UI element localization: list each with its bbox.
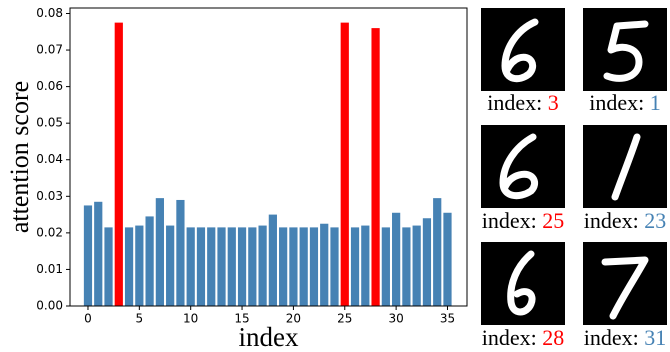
image-caption: index: 25 xyxy=(482,208,565,233)
y-tick-label: 0.00 xyxy=(36,299,63,313)
bar xyxy=(279,227,287,306)
bar xyxy=(351,227,359,306)
bar xyxy=(84,205,92,306)
y-tick-label: 0.03 xyxy=(36,189,63,203)
bar xyxy=(156,198,164,306)
bar xyxy=(207,227,215,306)
digit-image xyxy=(583,125,667,208)
bar xyxy=(300,227,308,306)
bar xyxy=(217,227,225,306)
bar xyxy=(238,227,246,306)
y-tick-label: 0.06 xyxy=(36,79,63,93)
y-tick-label: 0.02 xyxy=(36,225,63,239)
x-tick-label: 35 xyxy=(440,312,455,326)
image-panels xyxy=(481,8,667,325)
y-tick-label: 0.07 xyxy=(36,43,63,57)
bar xyxy=(115,23,123,306)
bar xyxy=(371,28,379,306)
x-tick-label: 0 xyxy=(84,312,92,326)
bar xyxy=(258,226,266,306)
bar xyxy=(443,213,451,306)
bar xyxy=(248,227,256,306)
caption-index: 3 xyxy=(548,90,559,115)
caption-index: 23 xyxy=(644,208,666,233)
bar xyxy=(392,213,400,306)
digit-image xyxy=(481,125,565,208)
bar xyxy=(176,200,184,306)
bar xyxy=(310,227,318,306)
caption-index: 25 xyxy=(542,208,564,233)
y-tick-label: 0.01 xyxy=(36,262,63,276)
bar xyxy=(433,198,441,306)
digit-image xyxy=(583,242,667,325)
bar xyxy=(382,227,390,306)
image-caption: index: 31 xyxy=(584,325,667,350)
x-axis-label: index xyxy=(239,322,299,352)
bar xyxy=(402,227,410,306)
bar xyxy=(94,202,102,306)
caption-label: index: xyxy=(584,208,639,233)
bar xyxy=(197,227,205,306)
image-caption: index: 1 xyxy=(589,90,661,115)
caption-label: index: xyxy=(482,208,537,233)
caption-label: index: xyxy=(482,325,537,350)
y-tick-label: 0.04 xyxy=(36,152,63,166)
x-tick-label: 10 xyxy=(183,312,198,326)
bar xyxy=(228,227,236,306)
bar xyxy=(187,227,195,306)
caption-index: 1 xyxy=(650,90,661,115)
bar xyxy=(320,224,328,306)
caption-index: 31 xyxy=(644,325,666,350)
x-tick-label: 5 xyxy=(136,312,144,326)
bar xyxy=(104,227,112,306)
bar xyxy=(330,227,338,306)
caption-index: 28 xyxy=(542,325,564,350)
bar xyxy=(125,227,133,306)
bar xyxy=(341,23,349,306)
y-tick-label: 0.08 xyxy=(36,6,63,20)
figure: 0.00 0.01 0.02 0.03 0.04 0.05 0.06 0.07 0.08 0 5 10… xyxy=(0,0,670,352)
caption-label: index: xyxy=(487,90,542,115)
image-caption: index: 28 xyxy=(482,325,565,350)
digit-image xyxy=(481,242,565,325)
y-axis-label: attention score xyxy=(5,81,34,233)
bar xyxy=(289,227,297,306)
bar xyxy=(166,226,174,306)
bar xyxy=(145,216,153,306)
digit-image xyxy=(583,8,667,91)
y-tick-label: 0.05 xyxy=(36,116,63,130)
bar xyxy=(413,226,421,306)
image-caption: index: 3 xyxy=(487,90,559,115)
digit-image xyxy=(481,8,565,91)
image-caption: index: 23 xyxy=(584,208,667,233)
bar xyxy=(269,215,277,306)
x-tick-label: 25 xyxy=(337,312,352,326)
x-tick-label: 30 xyxy=(388,312,403,326)
bar xyxy=(423,218,431,306)
bar xyxy=(361,226,369,306)
bar xyxy=(135,226,143,306)
caption-label: index: xyxy=(589,90,644,115)
caption-label: index: xyxy=(584,325,639,350)
